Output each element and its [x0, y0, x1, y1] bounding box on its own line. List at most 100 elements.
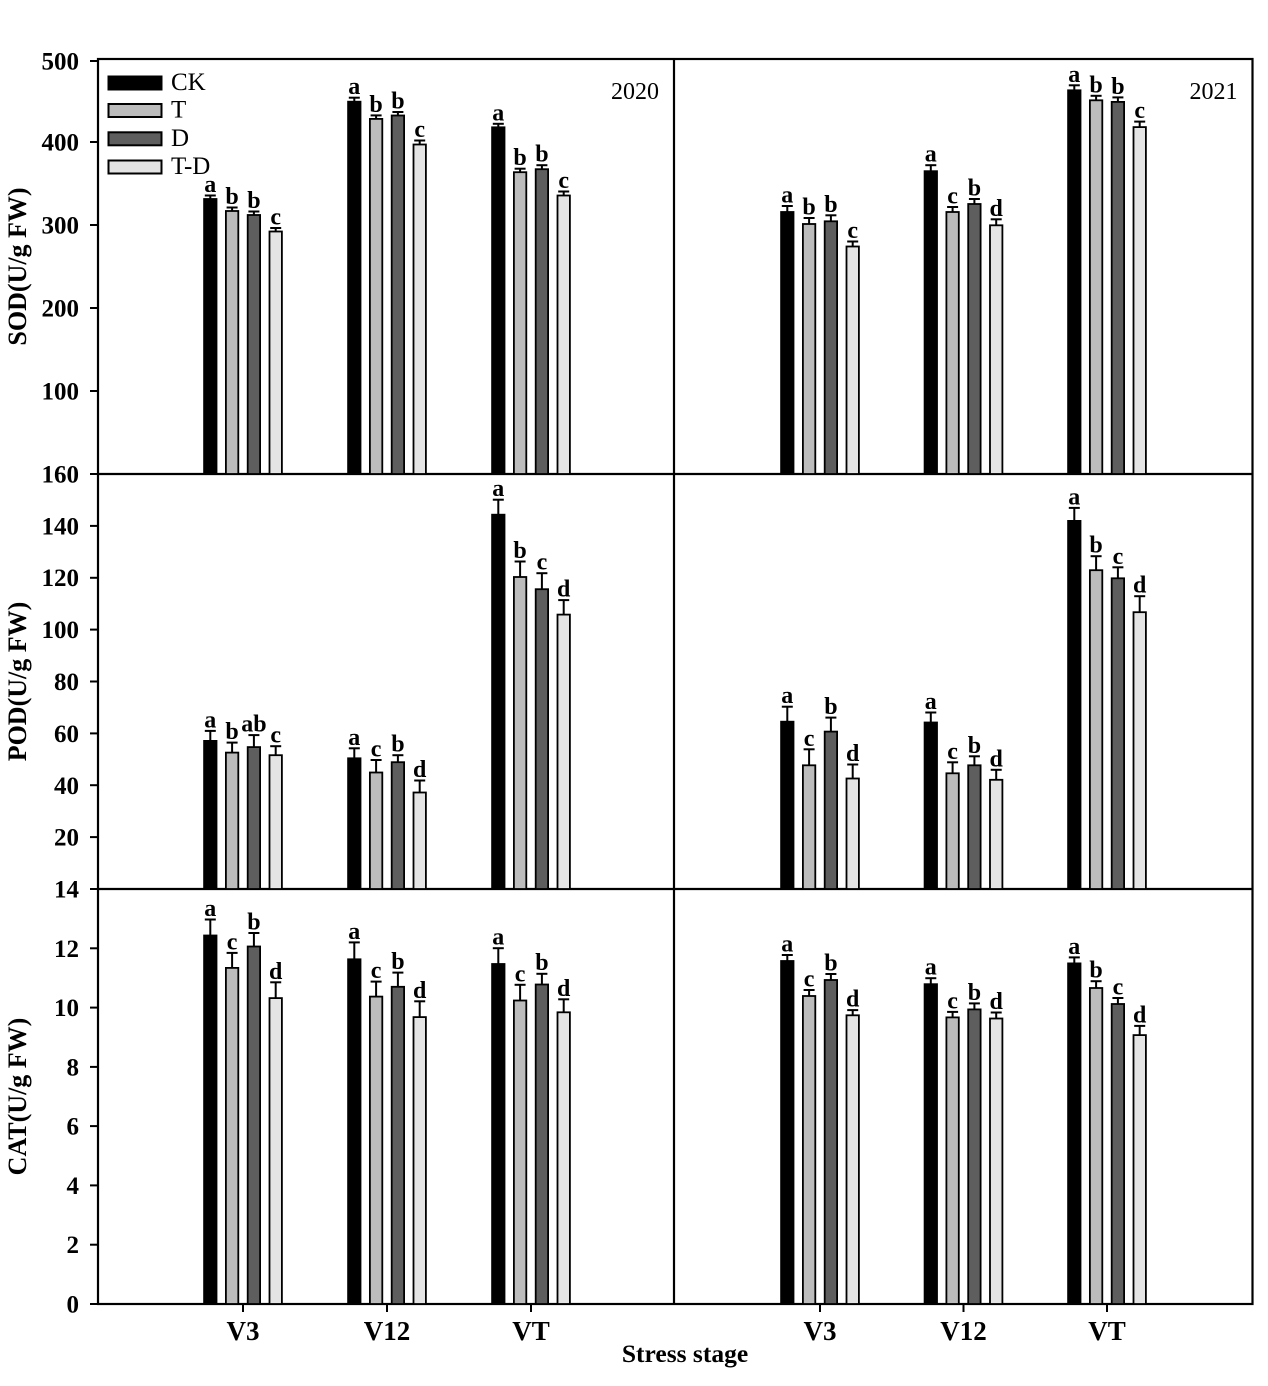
svg-text:8: 8: [67, 1054, 80, 1081]
svg-text:d: d: [990, 989, 1004, 1015]
svg-text:VT: VT: [1088, 1316, 1126, 1346]
svg-text:160: 160: [42, 462, 80, 489]
svg-text:V12: V12: [364, 1316, 411, 1346]
svg-text:a: a: [781, 183, 793, 209]
svg-text:V12: V12: [940, 1316, 987, 1346]
svg-text:V3: V3: [227, 1316, 260, 1346]
svg-text:b: b: [968, 733, 981, 759]
svg-text:b: b: [824, 694, 837, 720]
svg-text:12: 12: [54, 936, 79, 963]
svg-text:0: 0: [67, 1292, 80, 1319]
svg-text:c: c: [270, 205, 281, 231]
svg-text:b: b: [369, 92, 382, 118]
svg-text:CK: CK: [171, 69, 206, 96]
svg-text:d: d: [1133, 1002, 1147, 1028]
svg-text:200: 200: [42, 296, 80, 323]
svg-text:d: d: [990, 746, 1004, 772]
svg-text:d: d: [557, 577, 571, 603]
svg-text:2021: 2021: [1190, 79, 1238, 105]
svg-text:T: T: [171, 97, 186, 124]
svg-text:ab: ab: [241, 712, 266, 738]
svg-text:b: b: [391, 732, 404, 758]
svg-text:VT: VT: [512, 1316, 550, 1346]
svg-text:c: c: [414, 117, 425, 143]
svg-text:80: 80: [54, 669, 79, 696]
svg-text:a: a: [925, 142, 937, 168]
svg-text:b: b: [535, 142, 548, 168]
svg-text:b: b: [1089, 533, 1102, 559]
svg-text:100: 100: [42, 379, 80, 406]
svg-text:b: b: [225, 184, 238, 210]
svg-text:d: d: [413, 978, 427, 1004]
svg-text:c: c: [371, 958, 382, 984]
svg-text:a: a: [204, 707, 216, 733]
svg-text:D: D: [171, 125, 189, 152]
svg-text:c: c: [947, 184, 958, 210]
svg-text:400: 400: [42, 130, 80, 157]
svg-text:b: b: [968, 980, 981, 1006]
svg-text:b: b: [1111, 74, 1124, 100]
svg-text:a: a: [925, 689, 937, 715]
svg-text:d: d: [1133, 573, 1147, 599]
svg-text:d: d: [846, 741, 860, 767]
svg-text:14: 14: [54, 877, 80, 904]
svg-text:c: c: [1113, 975, 1124, 1001]
svg-text:100: 100: [42, 617, 80, 644]
svg-text:a: a: [492, 476, 504, 502]
svg-text:c: c: [1113, 544, 1124, 570]
svg-text:b: b: [247, 188, 260, 214]
svg-text:a: a: [1068, 62, 1080, 88]
svg-text:40: 40: [54, 773, 79, 800]
svg-text:500: 500: [42, 49, 80, 76]
svg-text:140: 140: [42, 513, 80, 540]
svg-text:a: a: [781, 932, 793, 958]
svg-text:b: b: [391, 949, 404, 975]
svg-text:d: d: [846, 987, 860, 1013]
svg-text:300: 300: [42, 213, 80, 240]
svg-text:SOD(U/g FW): SOD(U/g FW): [3, 187, 32, 345]
svg-text:c: c: [537, 550, 548, 576]
svg-text:T-D: T-D: [171, 153, 210, 180]
svg-text:b: b: [225, 719, 238, 745]
svg-text:4: 4: [67, 1173, 80, 1200]
svg-text:b: b: [247, 910, 260, 936]
svg-text:a: a: [204, 896, 216, 922]
svg-text:a: a: [492, 925, 504, 951]
svg-text:c: c: [371, 737, 382, 763]
svg-text:2020: 2020: [611, 79, 659, 105]
svg-text:b: b: [824, 951, 837, 977]
svg-text:a: a: [492, 100, 504, 126]
svg-text:d: d: [269, 959, 283, 985]
svg-text:c: c: [227, 929, 238, 955]
svg-text:CAT(U/g FW): CAT(U/g FW): [3, 1018, 32, 1176]
svg-text:6: 6: [67, 1114, 80, 1141]
svg-text:b: b: [802, 195, 815, 221]
svg-text:b: b: [535, 950, 548, 976]
svg-text:c: c: [847, 218, 858, 244]
svg-text:b: b: [513, 538, 526, 564]
svg-text:c: c: [558, 168, 569, 194]
svg-text:20: 20: [54, 825, 79, 852]
svg-text:d: d: [557, 976, 571, 1002]
svg-text:c: c: [804, 967, 815, 993]
svg-text:d: d: [990, 196, 1004, 222]
svg-text:b: b: [968, 176, 981, 202]
svg-text:b: b: [513, 145, 526, 171]
svg-text:120: 120: [42, 565, 80, 592]
svg-text:c: c: [804, 726, 815, 752]
svg-text:b: b: [824, 192, 837, 218]
svg-text:c: c: [947, 988, 958, 1014]
svg-text:b: b: [1089, 72, 1102, 98]
svg-text:a: a: [925, 955, 937, 981]
svg-text:c: c: [1134, 98, 1145, 124]
svg-text:10: 10: [54, 995, 79, 1022]
svg-text:d: d: [413, 757, 427, 783]
svg-text:a: a: [1068, 934, 1080, 960]
svg-text:a: a: [348, 725, 360, 751]
svg-text:Stress stage: Stress stage: [622, 1339, 748, 1368]
svg-text:a: a: [1068, 484, 1080, 510]
svg-text:a: a: [781, 683, 793, 709]
svg-text:2: 2: [67, 1232, 80, 1259]
svg-text:c: c: [515, 961, 526, 987]
svg-text:a: a: [348, 74, 360, 100]
